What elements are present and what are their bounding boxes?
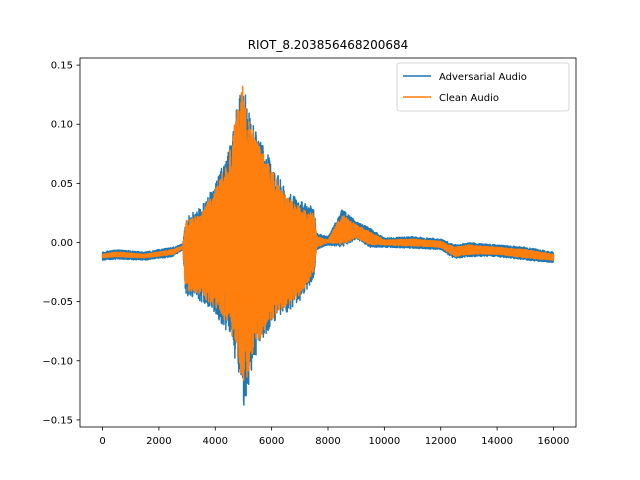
legend: Adversarial Audio Clean Audio	[396, 62, 570, 112]
chart-title: RIOT_8.203856468200684	[248, 38, 409, 52]
y-tick-label: −0.15	[42, 415, 73, 426]
y-tick-label: 0.05	[51, 179, 73, 190]
y-tick-label: 0.15	[51, 61, 73, 72]
x-tick-label: 14000	[481, 436, 513, 447]
axes: 0 2000 4000 6000 8000 10000 12000 14000 16000 −0.…	[42, 57, 577, 447]
x-tick-label: 12000	[425, 436, 457, 447]
y-tick-label: −0.05	[42, 297, 73, 308]
plot-area	[101, 85, 555, 406]
legend-box	[396, 62, 570, 112]
x-tick-label: 0	[99, 436, 105, 447]
x-tick-label: 8000	[315, 436, 340, 447]
legend-label: Clean Audio	[439, 93, 499, 104]
series-line-clean-audio	[101, 85, 555, 382]
y-tick-label: 0.10	[51, 120, 73, 131]
x-tick-label: 4000	[203, 436, 228, 447]
y-tick-label: −0.10	[42, 356, 73, 367]
x-tick-label: 10000	[368, 436, 400, 447]
legend-label: Adversarial Audio	[439, 72, 527, 83]
x-tick-label: 16000	[538, 436, 570, 447]
x-tick-label: 6000	[259, 436, 284, 447]
x-tick-label: 2000	[146, 436, 171, 447]
y-tick-label: 0.00	[51, 238, 73, 249]
